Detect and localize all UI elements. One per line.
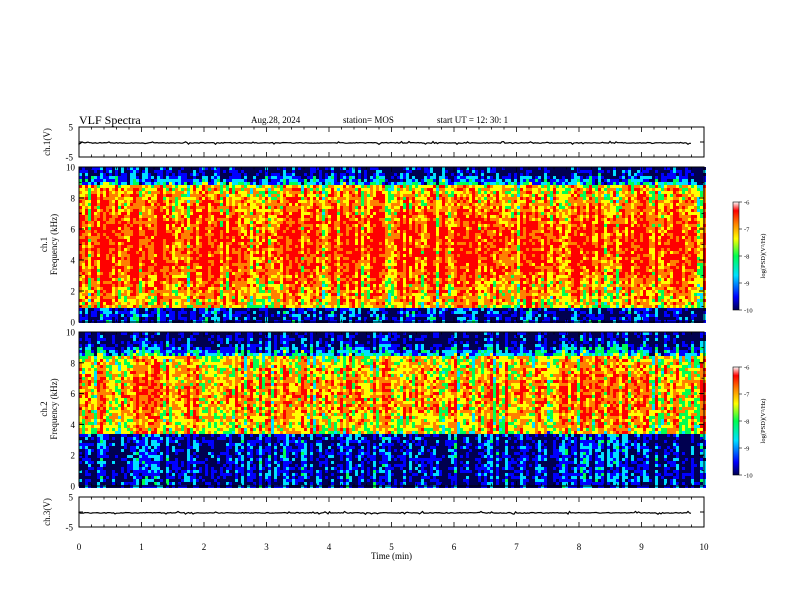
- station-label: station= MOS: [343, 115, 394, 125]
- y-tick-label: 8: [71, 194, 76, 204]
- y-tick-label: 6: [71, 225, 76, 235]
- frequency-axis-label: Frequency (kHz): [49, 378, 59, 439]
- ch2-spectrogram: [79, 332, 706, 488]
- y-tick-label: 8: [71, 358, 76, 368]
- voltage-axis-label: ch.1(V): [42, 128, 52, 156]
- x-tick-label: 5: [389, 542, 394, 552]
- y-tick-label: 5: [69, 493, 74, 503]
- colorbar: [732, 201, 740, 311]
- y-tick-label: 2: [71, 451, 76, 461]
- y-tick-label: 4: [71, 256, 76, 266]
- y-tick-label: -5: [66, 523, 74, 533]
- waveform-layer: [78, 140, 692, 516]
- colorbar-tick-label: -10: [744, 473, 753, 480]
- y-tick-label: 4: [71, 420, 76, 430]
- x-tick-label: 9: [639, 542, 644, 552]
- colorbar-tick-label: -6: [744, 200, 750, 207]
- ch1-spectrogram: [79, 167, 706, 323]
- y-tick-label: 6: [71, 389, 76, 399]
- colorbars: -6 -7 -8 -9 -10 log(PSD)(V²/Hz) -6 -7 -8 -9 -10 log…: [732, 200, 767, 480]
- figure-title: VLF Spectra: [79, 113, 141, 127]
- x-axis-label: Time (min): [371, 551, 412, 561]
- x-tick-label: 7: [514, 542, 519, 552]
- colorbar-tick-label: -6: [744, 365, 750, 372]
- x-tick-label: 10: [700, 542, 710, 552]
- colorbar-label: log(PSD)(V²/Hz): [760, 399, 767, 444]
- channel-label: ch.1: [39, 237, 49, 252]
- start-time-label: start UT = 12: 30: 1: [437, 115, 509, 125]
- waveform-trace: [78, 140, 691, 146]
- x-tick-label: 0: [77, 542, 82, 552]
- colorbar-tick-label: -10: [744, 308, 753, 315]
- voltage-axis-label: ch.3(V): [42, 498, 52, 526]
- colorbar-label: log(PSD)(V²/Hz): [760, 234, 767, 279]
- x-tick-label: 2: [202, 542, 207, 552]
- waveform-trace: [78, 510, 692, 516]
- colorbar-tick-label: -8: [744, 419, 749, 426]
- y-tick-label: 0: [71, 482, 76, 492]
- y-tick-label: 0: [71, 318, 76, 328]
- x-tick-label: 6: [452, 542, 457, 552]
- channel-label: ch.2: [39, 401, 49, 416]
- x-tick-label: 4: [327, 542, 332, 552]
- frequency-axis-label: Frequency (kHz): [49, 214, 59, 275]
- y-tick-label: -5: [66, 153, 74, 163]
- x-tick-label: 8: [577, 542, 582, 552]
- y-tick-label: 2: [71, 287, 76, 297]
- y-tick-label: 5: [69, 123, 74, 133]
- date-label: Aug.28, 2024: [251, 115, 301, 125]
- colorbar-tick-label: -8: [744, 254, 749, 261]
- y-tick-label: 10: [66, 163, 76, 173]
- y-tick-label: 10: [66, 328, 76, 338]
- colorbar-tick-label: -9: [744, 446, 749, 453]
- x-tick-label: 1: [139, 542, 144, 552]
- colorbar-tick-label: -7: [744, 227, 750, 234]
- colorbar-tick-label: -7: [744, 392, 750, 399]
- colorbar: [732, 366, 740, 476]
- x-tick-label: 3: [264, 542, 269, 552]
- colorbar-tick-label: -9: [744, 281, 749, 288]
